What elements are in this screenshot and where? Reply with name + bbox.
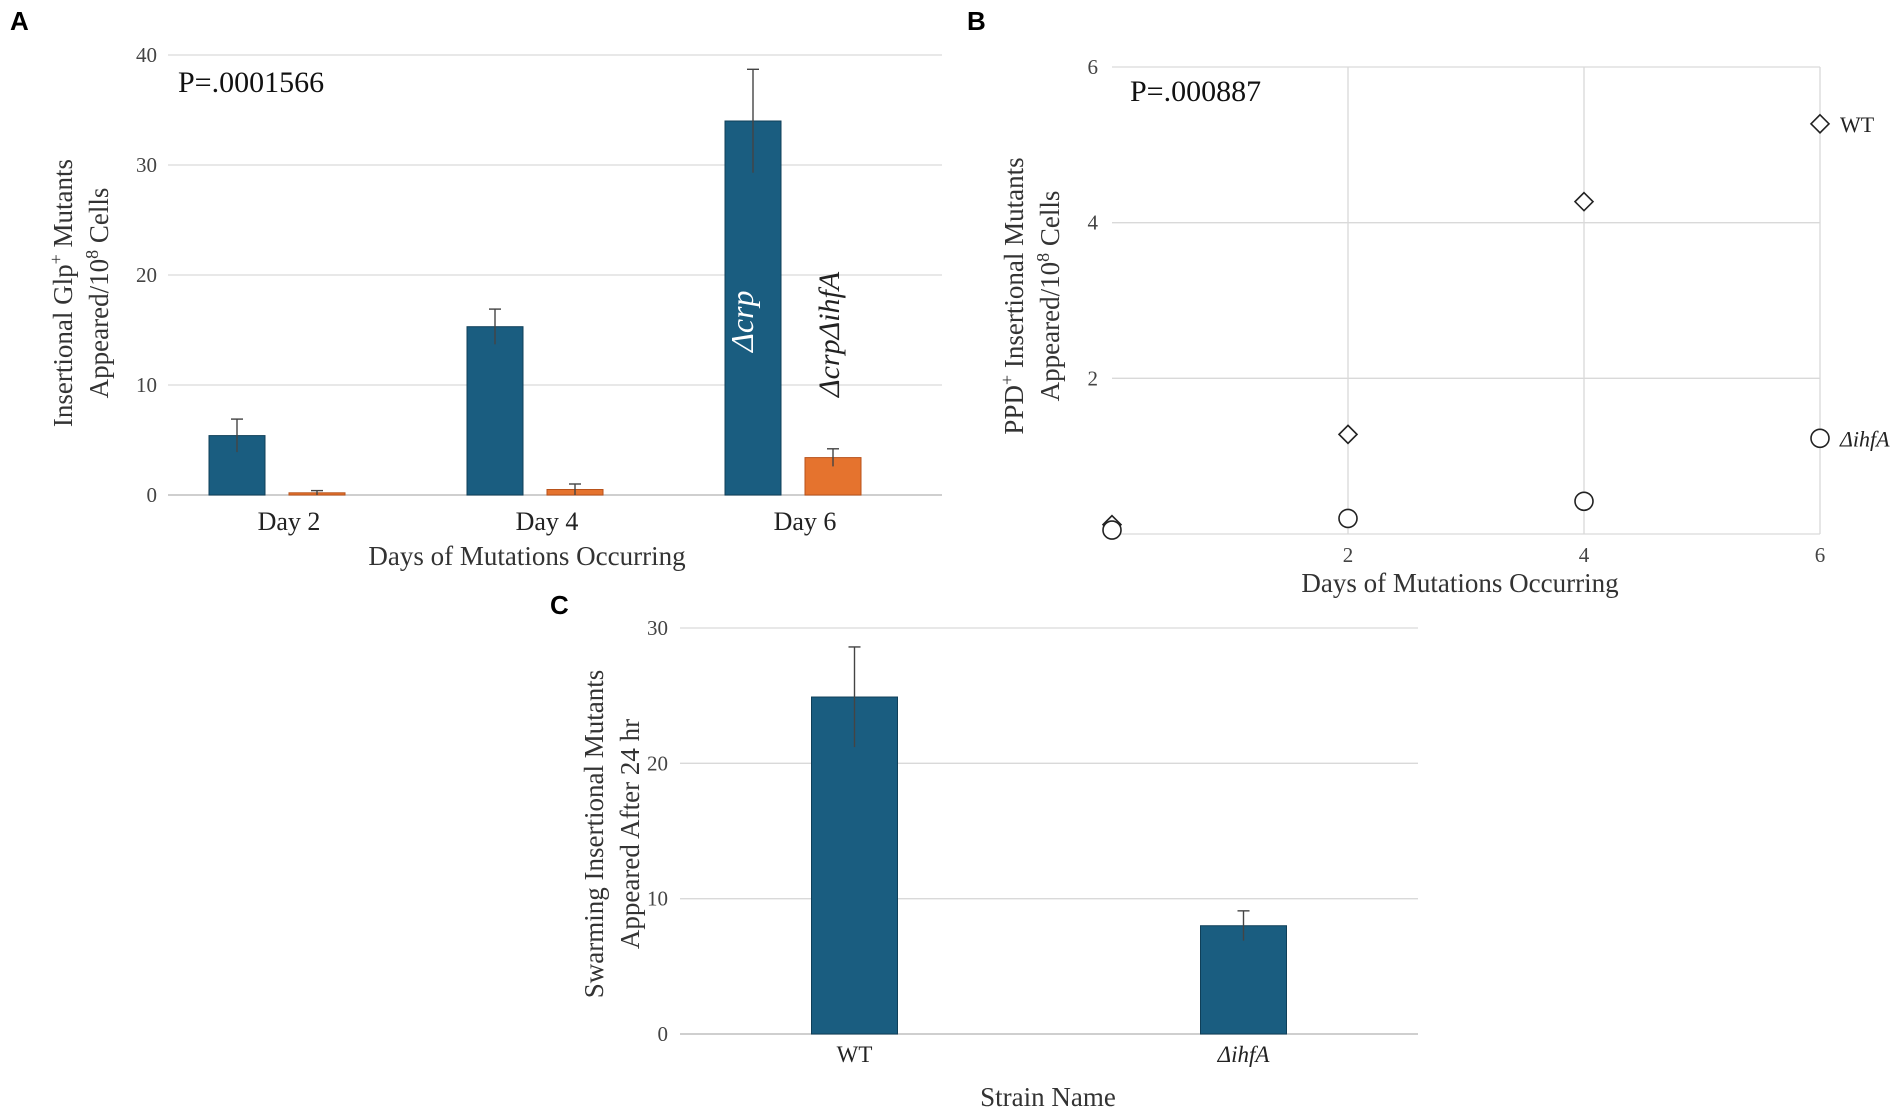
panel-b-ylabel-line2: Appeared/108 Cells	[1033, 191, 1065, 402]
svg-text:Appeared After 24 hr: Appeared After 24 hr	[615, 719, 645, 949]
panel-b: P=.000887 Days of Mutations Occurring PP…	[997, 75, 1619, 598]
panel-b-point-wt	[1337, 424, 1359, 445]
panel-c-y-tick-label: 0	[658, 1022, 669, 1046]
panel-b-plot: 2 4 6 2 4 6 WT ΔihfA	[1088, 55, 1891, 567]
panel-c-y-axis-title: Swarming Insertional Mutants Appeared Af…	[579, 670, 645, 998]
panel-b-ylabel-line1: PPD+ Insertional Mutants	[997, 157, 1029, 434]
svg-text:Swarming Insertional Mutants: Swarming Insertional Mutants	[579, 670, 609, 998]
panel-a-series-label-crp-ihfa: ΔcrpΔihfA	[813, 271, 846, 398]
panel-b-x-axis-title: Days of Mutations Occurring	[1301, 568, 1618, 598]
panel-b-legend-wt: WT	[1840, 112, 1875, 137]
panel-c-y-tick-label: 30	[647, 616, 668, 640]
panel-c-bar	[811, 696, 898, 1035]
panel-a-x-tick-label: Day 4	[516, 507, 579, 536]
panel-b-p-value: P=.000887	[1130, 75, 1261, 108]
panel-b-point-ihfa	[1338, 508, 1358, 529]
panel-b-y-tick-label: 6	[1088, 55, 1099, 79]
svg-text:Insertional Glp+ Mutants: Insertional Glp+ Mutants	[46, 159, 78, 427]
panel-a-y-tick-label: 10	[136, 373, 157, 397]
panel-b-point-ihfa	[1102, 520, 1122, 540]
panel-b-legend-ihfa: ΔihfA	[1839, 426, 1890, 451]
panel-c-ylabel-line2: Appeared After 24 hr	[615, 719, 645, 949]
panel-a-y-tick-label: 0	[147, 483, 158, 507]
panel-b-point-ihfa	[1810, 428, 1830, 449]
panel-a-x-tick-label: Day 6	[774, 507, 837, 536]
panel-c-x-tick-label: ΔihfA	[1217, 1042, 1271, 1067]
panel-letter-a: A	[10, 6, 29, 36]
svg-text:Appeared/108 Cells: Appeared/108 Cells	[1033, 191, 1065, 402]
panel-b-y-tick-label: 4	[1088, 211, 1099, 235]
panel-b-point-ihfa	[1574, 491, 1594, 512]
svg-text:PPD+ Insertional Mutants: PPD+ Insertional Mutants	[997, 157, 1029, 434]
panel-a-y-tick-label: 30	[136, 153, 157, 177]
panel-b-y-axis-title: PPD+ Insertional Mutants Appeared/108 Ce…	[997, 157, 1065, 434]
panel-a: P=.0001566 Days of Mutations Occurring I…	[46, 66, 686, 571]
panel-b-x-tick-label: 4	[1579, 543, 1590, 567]
panel-a-plot: 0 10 20 30 40 Day 2 Day 4 Day 6 Δcrp ΔcrpΔihfA	[136, 43, 942, 536]
panel-a-y-tick-label: 20	[136, 263, 157, 287]
panel-c-plot: 0 10 20 30 WT ΔihfA	[647, 616, 1418, 1067]
panel-a-series-label-crp: Δcrp	[724, 290, 760, 353]
panel-a-ylabel-line2: Appeared/108 Cells	[82, 188, 114, 399]
panel-b-y-tick-label: 2	[1088, 366, 1099, 390]
panel-c-x-axis-title: Strain Name	[980, 1082, 1116, 1112]
panel-a-bar	[724, 120, 782, 496]
panel-c-ylabel-line1: Swarming Insertional Mutants	[579, 670, 609, 998]
panel-a-x-axis-title: Days of Mutations Occurring	[368, 541, 685, 571]
panel-c-bar	[1200, 925, 1287, 1035]
panel-a-x-tick-label: Day 2	[258, 507, 321, 536]
panel-a-p-value: P=.0001566	[178, 66, 324, 99]
panel-b-point-wt	[1809, 113, 1831, 134]
svg-text:Appeared/108 Cells: Appeared/108 Cells	[82, 188, 114, 399]
panel-c-y-tick-label: 20	[647, 751, 668, 775]
panel-a-ylabel-line1: Insertional Glp+ Mutants	[46, 159, 78, 427]
panel-c-y-tick-label: 10	[647, 887, 668, 911]
panel-letter-c: C	[550, 590, 569, 620]
panel-b-point-wt	[1573, 191, 1595, 212]
panel-c-x-tick-label: WT	[837, 1042, 873, 1067]
panel-b-x-tick-label: 6	[1815, 543, 1826, 567]
panel-c: Strain Name Swarming Insertional Mutants…	[579, 670, 1116, 1112]
panel-a-bar	[466, 326, 524, 496]
panel-b-x-tick-label: 2	[1343, 543, 1354, 567]
panel-a-y-axis-title: Insertional Glp+ Mutants Appeared/108 Ce…	[46, 159, 114, 427]
panel-letter-b: B	[967, 6, 986, 36]
panel-a-y-tick-label: 40	[136, 43, 157, 67]
